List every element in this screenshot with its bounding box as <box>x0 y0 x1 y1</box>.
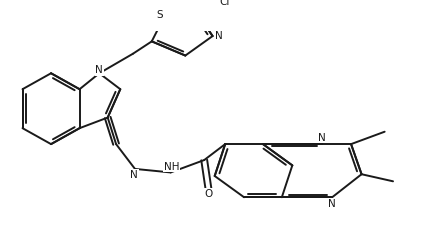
Text: NH: NH <box>164 162 179 172</box>
Text: N: N <box>216 31 223 41</box>
Text: Cl: Cl <box>219 0 229 7</box>
Text: N: N <box>96 65 103 75</box>
Text: N: N <box>318 133 325 143</box>
Text: O: O <box>204 189 213 199</box>
Text: N: N <box>328 199 336 209</box>
Text: S: S <box>156 10 163 20</box>
Text: N: N <box>130 170 138 180</box>
